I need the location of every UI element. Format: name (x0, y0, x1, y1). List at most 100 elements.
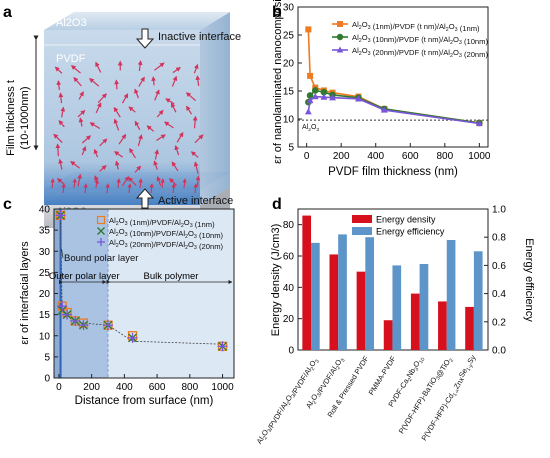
dipole-arrow-interface (94, 178, 99, 189)
y-tick-label: 5 (288, 143, 294, 154)
dipole-arrow (192, 115, 198, 129)
dipole-arrow (193, 63, 199, 74)
bar-energy-density (383, 320, 393, 350)
ylabel-right-d: Energy efficiency (523, 238, 535, 322)
region-label-bound: Bound polar layer (64, 253, 138, 264)
dipole-arrow (113, 106, 121, 118)
dipole-arrow-interface (149, 183, 154, 194)
data-point-square (307, 72, 314, 79)
bar-energy-efficiency (311, 242, 320, 350)
y-tick-label: 40 (39, 205, 51, 216)
dipole-arrow (54, 66, 63, 74)
panel-a: a Al2O3 PVDF Al2O3 Inactive interface Ac… (3, 4, 241, 228)
thickness-label-2: (10-1000nm) (19, 87, 31, 150)
bars-d (302, 215, 483, 350)
legend-d: Energy density Energy efficiency (352, 215, 445, 237)
data-point-triangle (320, 93, 328, 100)
category-labels-d: Al2O3/PVDF/Al2O3/PVDF/Al2O3Al2O3/PVDF/Al… (255, 353, 478, 448)
y-tick-label-right: 1.0 (492, 205, 506, 216)
dipole-arrows (50, 60, 204, 194)
y-tick-label: 30 (283, 3, 295, 14)
dipole-arrow (137, 60, 143, 72)
dipole-arrow-interface (127, 183, 132, 194)
bound-pointer (61, 248, 64, 259)
data-point-triangle (311, 93, 319, 100)
bar-energy-efficiency (473, 251, 483, 350)
x-tick-label: 400 (116, 382, 133, 393)
dipole-arrow-interface (83, 183, 88, 194)
dipole-arrow (185, 92, 197, 102)
axes-d: 0 20 40 60 80 0.0 0.2 0.4 0.6 0.8 1.0 (283, 205, 506, 357)
dipole-arrow (89, 78, 100, 87)
dipole-arrow (113, 151, 124, 158)
bar-energy-density (356, 271, 366, 350)
plot-frame-b (297, 6, 489, 148)
y-tick-label: 10 (283, 115, 295, 126)
y-tick-label-left: 40 (283, 283, 295, 294)
y-tick-label-right: 0.2 (492, 317, 506, 328)
dipole-arrow (172, 67, 181, 74)
dipole-arrow (154, 149, 159, 160)
legend-swatch (352, 227, 372, 235)
legend-b: Al2O3 (1nm)/PVDF (t nm)/Al2O3 (1nm)Al2O3… (332, 20, 488, 59)
dipole-arrow (170, 102, 177, 113)
pvdf-label: PVDF (56, 53, 86, 65)
y-tick-label: 25 (283, 31, 295, 42)
thickness-label-1: Film thickness t (5, 80, 17, 156)
dipole-arrow (127, 177, 137, 186)
category-label: Roll & Pressed PVDF (325, 354, 370, 419)
data-point-triangle (306, 96, 314, 104)
panel-label-a: a (3, 4, 12, 21)
dipole-arrow (195, 75, 201, 87)
dipole-arrow (171, 75, 178, 87)
legend-label: Energy density (376, 215, 436, 225)
x-tick-label: 400 (367, 151, 384, 162)
dipole-arrow (53, 133, 63, 143)
top-layer-label: Al2O3 (56, 17, 87, 29)
data-point-triangle (380, 106, 388, 113)
x-tick-label: 1000 (211, 382, 234, 393)
dipole-arrow-interface (171, 183, 176, 194)
legend-marker (97, 227, 105, 235)
legend-label: Al2O3 (20nm)/PVDF (t nm)/Al2O3 (20nm) (352, 46, 488, 59)
legend-c: Al2O3 (1nm)/PVDF/Al2O3 (1nm)Al2O3 (10nm)… (96, 215, 224, 251)
inactive-interface-label: Inactive interface (158, 31, 241, 43)
legend-swatch (352, 215, 372, 223)
y-tick-label-left: 20 (283, 314, 295, 325)
legend-label: Al2O3 (1nm)/PVDF/Al2O3 (1nm) (109, 216, 215, 229)
data-point-triangle (355, 95, 362, 102)
category-label: Al2O3/PVDF/Al2O3/PVDF/Al2O3 (255, 354, 321, 448)
bar-energy-density (410, 293, 420, 350)
dipole-arrow (154, 62, 165, 71)
y-tick-label-right: 0.8 (492, 233, 506, 244)
y-tick-label-right: 0.0 (492, 346, 506, 357)
film-front (44, 30, 200, 205)
dipole-arrow (164, 121, 174, 129)
film-side (200, 12, 230, 205)
x-tick-label: 1000 (468, 151, 491, 162)
y-tick-label-left: 0 (288, 346, 294, 357)
panel-label-c: c (3, 196, 12, 213)
y-tick-label-right: 0.4 (492, 289, 506, 300)
bar-energy-efficiency (365, 237, 374, 350)
outer-polar-region (54, 209, 108, 378)
panel-c: c 0 200 400 600 800 1000 0 5 10 15 20 25 30 35 40 Al2O… (3, 196, 235, 407)
dipole-arrow-interface (116, 178, 121, 189)
dipole-arrow (153, 160, 158, 170)
legend-marker (336, 46, 344, 53)
x-tick-label: 600 (402, 151, 419, 162)
dipole-arrow (146, 125, 155, 132)
panel-d: d 0 20 40 60 80 0.0 0.2 0.4 0.6 0.8 1.0 Energy den… (255, 196, 535, 448)
bar-energy-efficiency (338, 234, 347, 350)
dipole-arrow-interface (160, 178, 165, 189)
dipole-arrow (134, 120, 141, 131)
y-tick-label: 25 (39, 268, 51, 279)
x-tick-label: 200 (333, 151, 350, 162)
panel-label-b: b (272, 4, 282, 21)
dipole-arrow (114, 79, 119, 90)
ylabel-c: εr of interfacial layers (19, 241, 31, 345)
dipole-arrow-interface (105, 183, 110, 194)
dipole-arrow (77, 173, 82, 187)
y-tick-label: 10 (39, 331, 51, 342)
dipole-arrow-interface (182, 178, 187, 189)
